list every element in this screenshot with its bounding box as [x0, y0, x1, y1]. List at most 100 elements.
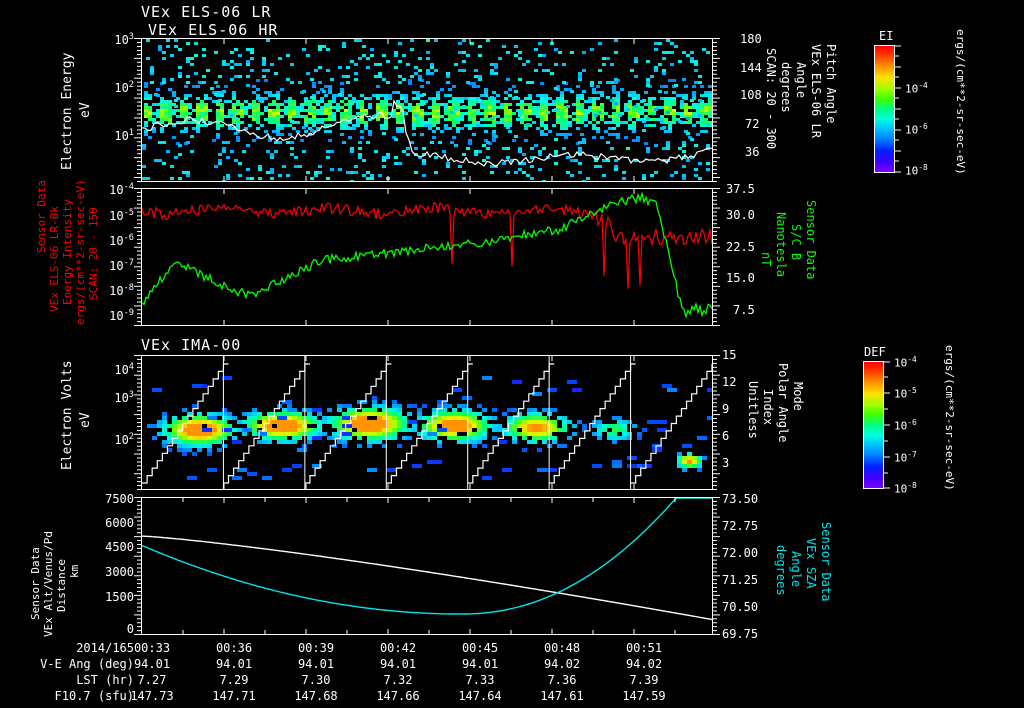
panel4-left-label-line1: Sensor Data	[29, 547, 42, 620]
axis-cell-time-3: 00:42	[379, 641, 417, 655]
axis-cell-ve_ang-3: 94.01	[379, 657, 417, 671]
axis-cell-f107-2: 147.68	[294, 689, 338, 703]
panel4-lines-svg	[142, 498, 712, 634]
panel3-spectrogram-svg	[142, 356, 712, 489]
panel3-right-ytick-0: 15	[722, 348, 737, 362]
panel3-ytick-1: 103	[114, 390, 134, 405]
colorbar3-title: DEF	[864, 345, 886, 359]
panel4-ytick-4: 1500	[105, 590, 134, 604]
panel2-right-ytick-3: 15.0	[726, 271, 755, 285]
colorbar1-title: EI	[879, 29, 894, 43]
panel1-right-ytick-3: 72	[745, 117, 760, 131]
panel4-right-ytick-4: 70.50	[722, 600, 759, 614]
panel4-right-ytick-0: 73.50	[722, 492, 759, 506]
axis-cell-lst-0: 7.27	[137, 673, 167, 687]
axis-cell-time-4: 00:45	[461, 641, 499, 655]
panel4-right-ytick-2: 72.00	[722, 546, 759, 560]
panel2-right-ytick-4: 7.5	[733, 303, 755, 317]
panel4-plot-area[interactable]	[141, 497, 713, 635]
panel2-ytick-5: 10-9	[109, 308, 134, 323]
colorbar3-tick-0: 10-4	[894, 355, 917, 370]
colorbar3-units: ergs/(cm**2-sr-sec-eV)	[943, 345, 956, 491]
panel2-minor-ticks-left	[134, 188, 141, 326]
panel2-right-ytick-2: 22.5	[726, 240, 755, 254]
panel4-right-ytick-3: 71.25	[722, 573, 759, 587]
axis-cell-lst-2: 7.30	[301, 673, 331, 687]
panel2-left-label-line4: ergs/(cm**2-sr-sec-eV)	[74, 179, 87, 325]
colorbar3-tick-1: 10-5	[894, 386, 917, 401]
panel1-ylabel-line2: eV	[78, 102, 93, 118]
panel1-ytick-0: 103	[114, 32, 134, 47]
panel3-right-ytick-1: 12	[722, 375, 737, 389]
axis-cell-f107-1: 147.71	[212, 689, 256, 703]
axis-cell-lst-4: 7.33	[465, 673, 495, 687]
panel3-right-label-line2: Polar Angle	[776, 363, 790, 443]
panel1-title-line1: VEx ELS-06 LR	[141, 3, 272, 21]
panel4-left-label-line3: Distance	[55, 559, 68, 612]
panel4-right-label-line2: VEx SZA	[804, 538, 818, 589]
panel4-ytick-5: 0	[126, 622, 134, 636]
axis-cell-ve_ang-1: 94.01	[215, 657, 253, 671]
panel1-spectrogram-svg	[142, 39, 712, 181]
panel3-ylabel-line1: Electron Volts	[60, 360, 75, 470]
panel1-ytick-2: 101	[114, 128, 134, 143]
panel2-plot-area[interactable]	[141, 188, 713, 326]
colorbar1-tick-1: 10-6	[905, 122, 928, 137]
panel1-right-label-line1: Pitch Angle	[824, 44, 838, 124]
panel4-minor-ticks-left	[134, 497, 141, 635]
panel3-right-label-line1: Mode	[791, 382, 805, 411]
axis-cell-lst-3: 7.32	[383, 673, 413, 687]
panel4-right-label-line1: Sensor Data	[819, 522, 833, 602]
axis-cell-f107-0: 147.73	[130, 689, 174, 703]
panel4-right-ytick-1: 72.75	[722, 519, 759, 533]
panel4-right-label-line4: degrees	[774, 545, 788, 596]
panel1-right-ytick-4: 36	[745, 145, 760, 159]
panel1-plot-area[interactable]	[141, 38, 713, 182]
panel3-right-ytick-3: 6	[722, 429, 730, 443]
panel4-ytick-0: 7500	[105, 492, 134, 506]
panel4-ytick-3: 3000	[105, 565, 134, 579]
axis-row-label-3: F10.7 (sfu)	[54, 689, 134, 703]
axis-cell-f107-5: 147.61	[540, 689, 584, 703]
panel4-ytick-2: 4500	[105, 540, 134, 554]
panel1-ylabel-line1: Electron Energy	[60, 52, 75, 170]
axis-cell-f107-4: 147.64	[458, 689, 502, 703]
axis-row-label-0: 2014/165	[76, 641, 134, 655]
panel1-right-ytick-1: 144	[740, 61, 762, 75]
panel3-ytick-2: 102	[114, 432, 134, 447]
colorbar3-tick-2: 10-6	[894, 418, 917, 433]
axis-cell-ve_ang-4: 94.01	[461, 657, 499, 671]
panel2-right-label-line4: nT	[759, 252, 773, 267]
axis-cell-ve_ang-0: 94.01	[133, 657, 171, 671]
panel2-ytick-4: 10-8	[109, 283, 134, 298]
panel4-minor-ticks-right	[713, 497, 720, 635]
colorbar3-gradient	[863, 361, 884, 489]
axis-cell-lst-5: 7.36	[547, 673, 577, 687]
panel2-ytick-2: 10-6	[109, 233, 134, 248]
panel1-right-ytick-0: 180	[740, 32, 762, 46]
panel4-left-label-line2: VEx Alt/Venus/Pd	[42, 531, 55, 637]
panel2-ytick-1: 10-5	[109, 208, 134, 223]
panel3-plot-area[interactable]	[141, 355, 713, 490]
colorbar3-tick-4: 10-8	[894, 481, 917, 496]
panel2-right-ytick-1: 30.0	[726, 208, 755, 222]
panel3-ytick-0: 104	[114, 362, 134, 377]
axis-cell-time-6: 00:51	[625, 641, 663, 655]
panel2-left-label-line1: Sensor Data	[35, 180, 48, 253]
panel2-right-label-line3: Nanotesla	[774, 212, 788, 278]
panel4-left-label-line4: km	[68, 564, 81, 578]
colorbar1-tick-0: 10-4	[905, 81, 928, 96]
panel2-left-label-line2: VEx ELS-06 LR-Bk	[48, 206, 61, 312]
panel1-right-label-line4: degrees	[779, 62, 793, 113]
axis-cell-ve_ang-5: 94.02	[543, 657, 581, 671]
panel3-right-ytick-4: 3	[722, 456, 730, 470]
panel1-right-ytick-2: 108	[740, 88, 762, 102]
panel2-left-label-line5: SCAN: 20 - 150	[87, 207, 100, 300]
axis-cell-f107-6: 147.59	[622, 689, 666, 703]
colorbar1-tick-2: 10-8	[905, 163, 928, 178]
colorbar3-tick-3: 10-7	[894, 450, 917, 465]
panel1-right-label-line5: SCAN: 20 - 300	[764, 48, 778, 150]
axis-cell-lst-1: 7.29	[219, 673, 249, 687]
panel1-minor-ticks-left	[134, 38, 141, 182]
panel4-right-label-line3: Angle	[789, 551, 803, 588]
